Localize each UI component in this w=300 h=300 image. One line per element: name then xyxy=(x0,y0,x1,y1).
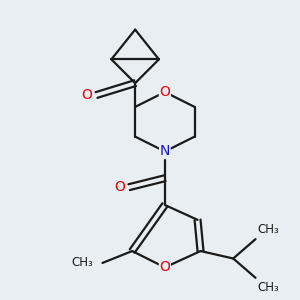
Text: O: O xyxy=(114,180,125,194)
Text: O: O xyxy=(159,85,170,99)
Text: CH₃: CH₃ xyxy=(257,281,279,294)
Text: CH₃: CH₃ xyxy=(71,256,93,269)
Text: N: N xyxy=(160,145,170,158)
Text: O: O xyxy=(159,260,170,274)
Text: O: O xyxy=(82,88,92,102)
Text: CH₃: CH₃ xyxy=(257,223,279,236)
